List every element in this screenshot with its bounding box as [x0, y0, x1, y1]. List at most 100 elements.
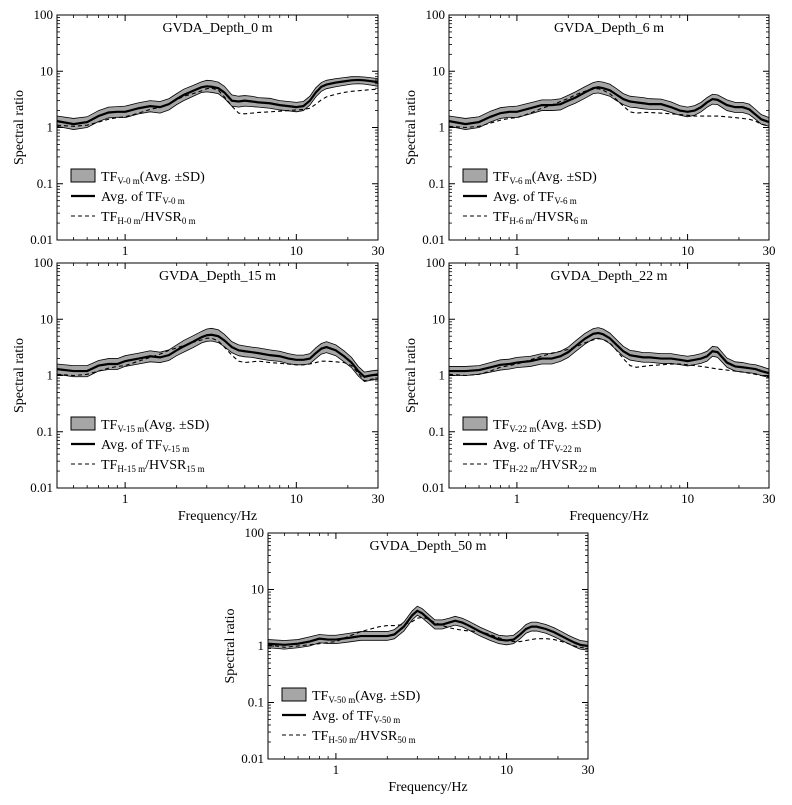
panel-title: GVDA_Depth_15 m — [159, 269, 276, 284]
legend-swatch-band — [462, 168, 488, 183]
panel-1: 0.01 0.1 1 10 100 1 10 30 GVDA_Depth_0 m Spectral… — [12, 7, 385, 258]
legend-text: TF — [493, 210, 510, 225]
legend-label-avg: Avg. of TFV-22 m — [493, 438, 581, 454]
legend-label-avg: Avg. of TFV-0 m — [101, 190, 185, 206]
legend-text: TF — [312, 729, 329, 744]
legend-text: TF — [312, 689, 329, 704]
y-tick-label: 1 — [47, 120, 54, 135]
x-tick-label: 10 — [681, 243, 694, 258]
legend-label-hvsr: TFH-0 m/HVSR0 m — [101, 210, 196, 226]
panel-title: GVDA_Depth_50 m — [369, 539, 486, 554]
y-tick-label: 10 — [432, 311, 445, 326]
x-axis-label: Frequency/Hz — [178, 509, 257, 524]
y-axis-label: Spectral ratio — [12, 338, 27, 413]
legend-subscript: 15 m — [186, 464, 204, 474]
y-tick-label: 10 — [432, 63, 445, 78]
legend-label-band: TFV-15 m(Avg. ±SD) — [101, 418, 210, 434]
legend-swatch-band — [462, 416, 488, 431]
legend-text: /HVSR — [356, 729, 398, 744]
legend-subscript: H-22 m — [509, 464, 537, 474]
y-tick-label: 10 — [40, 311, 53, 326]
plot-frame — [267, 532, 589, 760]
y-tick-label: 0.1 — [37, 176, 53, 191]
legend-text: /HVSR — [145, 458, 187, 473]
x-tick-label: 1 — [333, 762, 340, 777]
legend-text: /HVSR — [537, 458, 579, 473]
plot-frame — [56, 14, 379, 241]
legend-text: TF — [101, 170, 118, 185]
y-tick-label: 0.1 — [248, 695, 264, 710]
legend-text: /HVSR — [141, 210, 183, 225]
average-line — [268, 609, 588, 648]
panel-2: 0.01 0.1 1 10 100 1 10 30 GVDA_Depth_6 m Spectral… — [404, 7, 776, 258]
legend-text: /HVSR — [533, 210, 575, 225]
legend-text: TF — [493, 458, 510, 473]
sd-band — [449, 327, 769, 378]
legend-text: (Avg. ±SD) — [532, 170, 597, 185]
x-tick-label: 10 — [290, 491, 303, 506]
legend-label-avg: Avg. of TFV-15 m — [101, 438, 189, 454]
y-tick-label: 0.01 — [241, 751, 264, 766]
y-tick-label: 100 — [426, 7, 446, 22]
y-tick-label: 1 — [439, 120, 446, 135]
legend-swatch-band — [281, 687, 307, 702]
y-tick-label: 0.01 — [30, 232, 53, 247]
legend-text: Avg. of TF — [493, 438, 555, 453]
y-tick-label: 0.01 — [422, 232, 445, 247]
legend-label-hvsr: TFH-22 m/HVSR22 m — [493, 458, 597, 474]
legend-subscript: 50 m — [397, 735, 415, 745]
legend-subscript: V-0 m — [117, 176, 139, 186]
x-tick-label: 1 — [514, 243, 521, 258]
y-tick-label: 1 — [258, 638, 265, 653]
x-tick-label: 10 — [681, 491, 694, 506]
panel-5: 0.01 0.1 1 10 100 1 10 30 GVDA_Depth_50 m Spectra… — [223, 525, 595, 795]
legend-text: Avg. of TF — [101, 190, 163, 205]
x-tick-label: 30 — [372, 243, 385, 258]
legend-text: Avg. of TF — [493, 190, 555, 205]
average-line — [57, 333, 378, 378]
legend-swatch-band — [70, 416, 96, 431]
x-tick-label: 10 — [500, 762, 513, 777]
y-tick-label: 100 — [245, 525, 265, 540]
average-line — [57, 78, 378, 126]
panel-title: GVDA_Depth_22 m — [550, 269, 667, 284]
legend-label-avg: Avg. of TFV-50 m — [312, 709, 400, 725]
hvsr-line — [449, 88, 769, 129]
x-axis-label: Frequency/Hz — [388, 780, 467, 795]
y-axis-label: Spectral ratio — [12, 90, 27, 165]
panel-4: 0.01 0.1 1 10 100 1 10 30 GVDA_Depth_22 m Spectra… — [404, 255, 776, 524]
panel-title: GVDA_Depth_6 m — [554, 21, 664, 36]
panel-3: 0.01 0.1 1 10 100 1 10 30 GVDA_Depth_15 m Spectra… — [12, 255, 385, 524]
plot-frame — [448, 262, 770, 489]
legend-subscript: V-22 m — [554, 444, 581, 454]
y-axis-label: Spectral ratio — [404, 90, 419, 165]
legend-subscript: V-15 m — [162, 444, 189, 454]
average-line — [449, 86, 769, 126]
x-axis-label: Frequency/Hz — [569, 509, 648, 524]
x-tick-label: 30 — [582, 762, 595, 777]
plot-frame — [56, 262, 379, 489]
plot-frame — [448, 14, 770, 241]
legend-subscript: H-0 m — [117, 216, 140, 226]
legend-text: TF — [101, 418, 118, 433]
x-tick-label: 1 — [122, 491, 129, 506]
x-tick-label: 1 — [122, 243, 129, 258]
y-tick-label: 100 — [34, 7, 54, 22]
legend-subscript: H-6 m — [509, 216, 532, 226]
legend-subscript: H-50 m — [328, 735, 356, 745]
legend-text: (Avg. ±SD) — [355, 689, 420, 704]
y-axis-label: Spectral ratio — [404, 338, 419, 413]
panel-title: GVDA_Depth_0 m — [162, 21, 272, 36]
legend-label-hvsr: TFH-50 m/HVSR50 m — [312, 729, 416, 745]
legend-subscript: V-0 m — [162, 196, 184, 206]
y-tick-label: 0.01 — [30, 480, 53, 495]
legend-label-band: TFV-22 m(Avg. ±SD) — [493, 418, 602, 434]
legend-label-avg: Avg. of TFV-6 m — [493, 190, 577, 206]
legend-label-hvsr: TFH-6 m/HVSR6 m — [493, 210, 588, 226]
legend-text: TF — [101, 458, 118, 473]
legend-subscript: V-50 m — [328, 695, 355, 705]
legend-subscript: V-22 m — [509, 424, 536, 434]
legend-subscript: 6 m — [574, 216, 588, 226]
legend-text: Avg. of TF — [312, 709, 374, 724]
